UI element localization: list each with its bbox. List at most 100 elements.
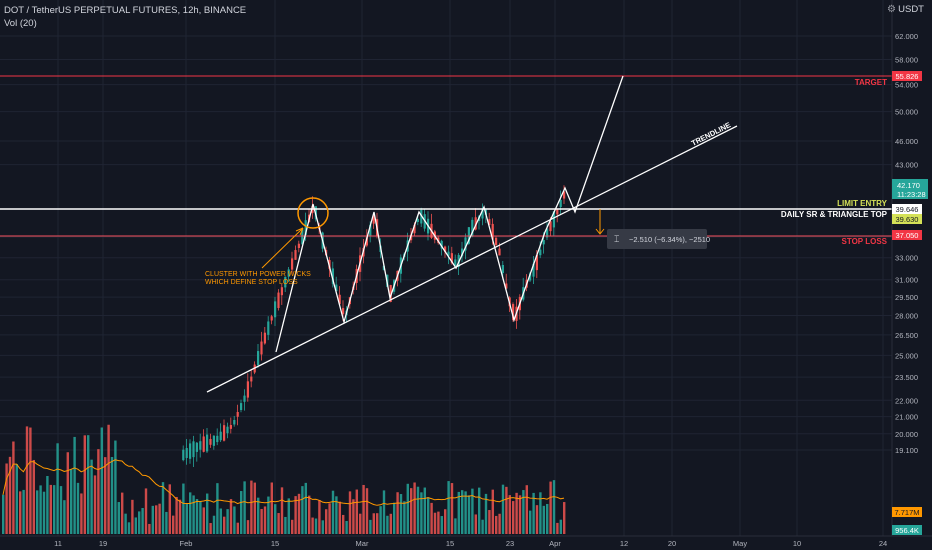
y-tick-label: 62.000: [895, 32, 918, 41]
volume-bar: [444, 509, 447, 534]
candle-body: [539, 249, 542, 256]
cluster-highlight-circle: [297, 197, 329, 229]
volume-bar: [97, 449, 100, 534]
candle-body: [206, 434, 209, 452]
volume-bar: [148, 523, 151, 534]
x-tick-label: 11: [54, 539, 62, 548]
volume-bar: [478, 487, 481, 534]
candle-body: [440, 240, 443, 249]
volume-bar: [406, 483, 409, 534]
volume-bar: [403, 501, 406, 534]
volume-bar: [121, 492, 124, 534]
candle-body: [274, 301, 277, 318]
volume-bar: [518, 495, 522, 534]
volume-bar: [250, 480, 253, 534]
x-tick-label: Mar: [356, 539, 369, 548]
candle-body: [413, 224, 416, 234]
volume-bar: [29, 427, 32, 534]
volume-bar: [73, 436, 76, 534]
volume-bar: [464, 491, 467, 534]
symbol-title[interactable]: DOT / TetherUS PERPETUAL FUTURES, 12h, B…: [4, 5, 247, 16]
volume-bar: [141, 507, 144, 534]
volume-bar: [416, 486, 420, 534]
volume-bar: [284, 516, 287, 534]
candle-body: [246, 381, 249, 398]
volume-bar: [498, 513, 501, 534]
volume-bar: [209, 523, 212, 534]
volume-bar: [202, 507, 205, 534]
volume-bar: [2, 494, 5, 534]
measure-arrow-head: [595, 228, 605, 235]
volume-bar: [301, 486, 304, 534]
candle-body: [226, 426, 229, 434]
sr-price-badge: [892, 214, 922, 224]
price-axis[interactable]: 62.00058.00054.00050.00046.00043.00035.0…: [895, 32, 918, 455]
candle-body: [532, 263, 535, 277]
x-tick-label: 15: [446, 539, 454, 548]
volume-bar: [552, 480, 556, 534]
volume-bar: [437, 511, 440, 534]
ascending-trendline[interactable]: [206, 125, 738, 393]
volume-bar: [8, 456, 12, 534]
currency-label[interactable]: USDT: [898, 4, 924, 15]
volume-indicator-title[interactable]: Vol (20): [4, 18, 37, 29]
gear-icon[interactable]: ⚙: [887, 4, 896, 15]
y-tick-label: 26.500: [895, 331, 918, 340]
volume-bar: [308, 495, 311, 534]
volume-bar: [430, 502, 433, 534]
volume-bar: [345, 520, 348, 534]
time-axis[interactable]: 11 19 Feb 15 Mar 15 23 Apr 12 20 May 10 24: [54, 539, 887, 548]
candle-body: [495, 237, 498, 245]
volume-bar: [233, 506, 236, 534]
candle-body: [195, 442, 198, 452]
zigzag-pattern[interactable]: [275, 75, 624, 353]
candle-body: [556, 209, 559, 215]
cluster-arrow: [261, 227, 304, 269]
volume-bar: [263, 506, 267, 534]
candle-body: [335, 284, 338, 292]
target-price-badge: [892, 71, 922, 81]
volume-bar: [104, 457, 107, 534]
volume-bar: [168, 484, 171, 534]
volume-bar: [440, 516, 443, 534]
candle-body: [529, 273, 532, 281]
y-tick-label: 58.000: [895, 55, 918, 64]
volume-bar: [369, 519, 372, 534]
volume-bar: [5, 463, 8, 534]
volume-bar: [389, 513, 392, 534]
volume-bar: [556, 522, 559, 534]
volume-bars: [2, 424, 566, 534]
volume-last-badge: [892, 525, 922, 535]
x-tick-label: 24: [879, 539, 887, 548]
volume-bar: [172, 515, 175, 534]
volume-bar: [15, 464, 18, 534]
volume-bar: [236, 522, 239, 534]
last-price: 42.170: [897, 181, 920, 190]
candle-body: [331, 268, 334, 284]
volume-bar: [267, 496, 270, 534]
candle-body: [559, 199, 562, 208]
volume-bar: [117, 502, 120, 534]
candle-body: [365, 237, 368, 246]
y-tick-label: 31.000: [895, 276, 918, 285]
volume-last-value: 956.4K: [895, 526, 919, 535]
measure-box: [607, 229, 707, 249]
candle-body: [291, 258, 294, 270]
candle-body: [447, 251, 450, 256]
volume-bar: [226, 509, 229, 534]
volume-bar: [22, 489, 25, 534]
volume-bar: [379, 506, 382, 534]
candle-body: [280, 287, 283, 296]
volume-bar: [450, 483, 454, 534]
volume-bar: [338, 501, 341, 534]
candle-body: [420, 209, 423, 224]
volume-bar: [199, 501, 202, 534]
volume-bar: [36, 490, 39, 534]
volume-bar: [59, 486, 63, 534]
volume-bar: [90, 459, 93, 534]
candle-body: [464, 237, 467, 251]
y-tick-label: 50.000: [895, 108, 918, 117]
candle-body: [546, 228, 549, 238]
candle-body: [216, 435, 219, 443]
